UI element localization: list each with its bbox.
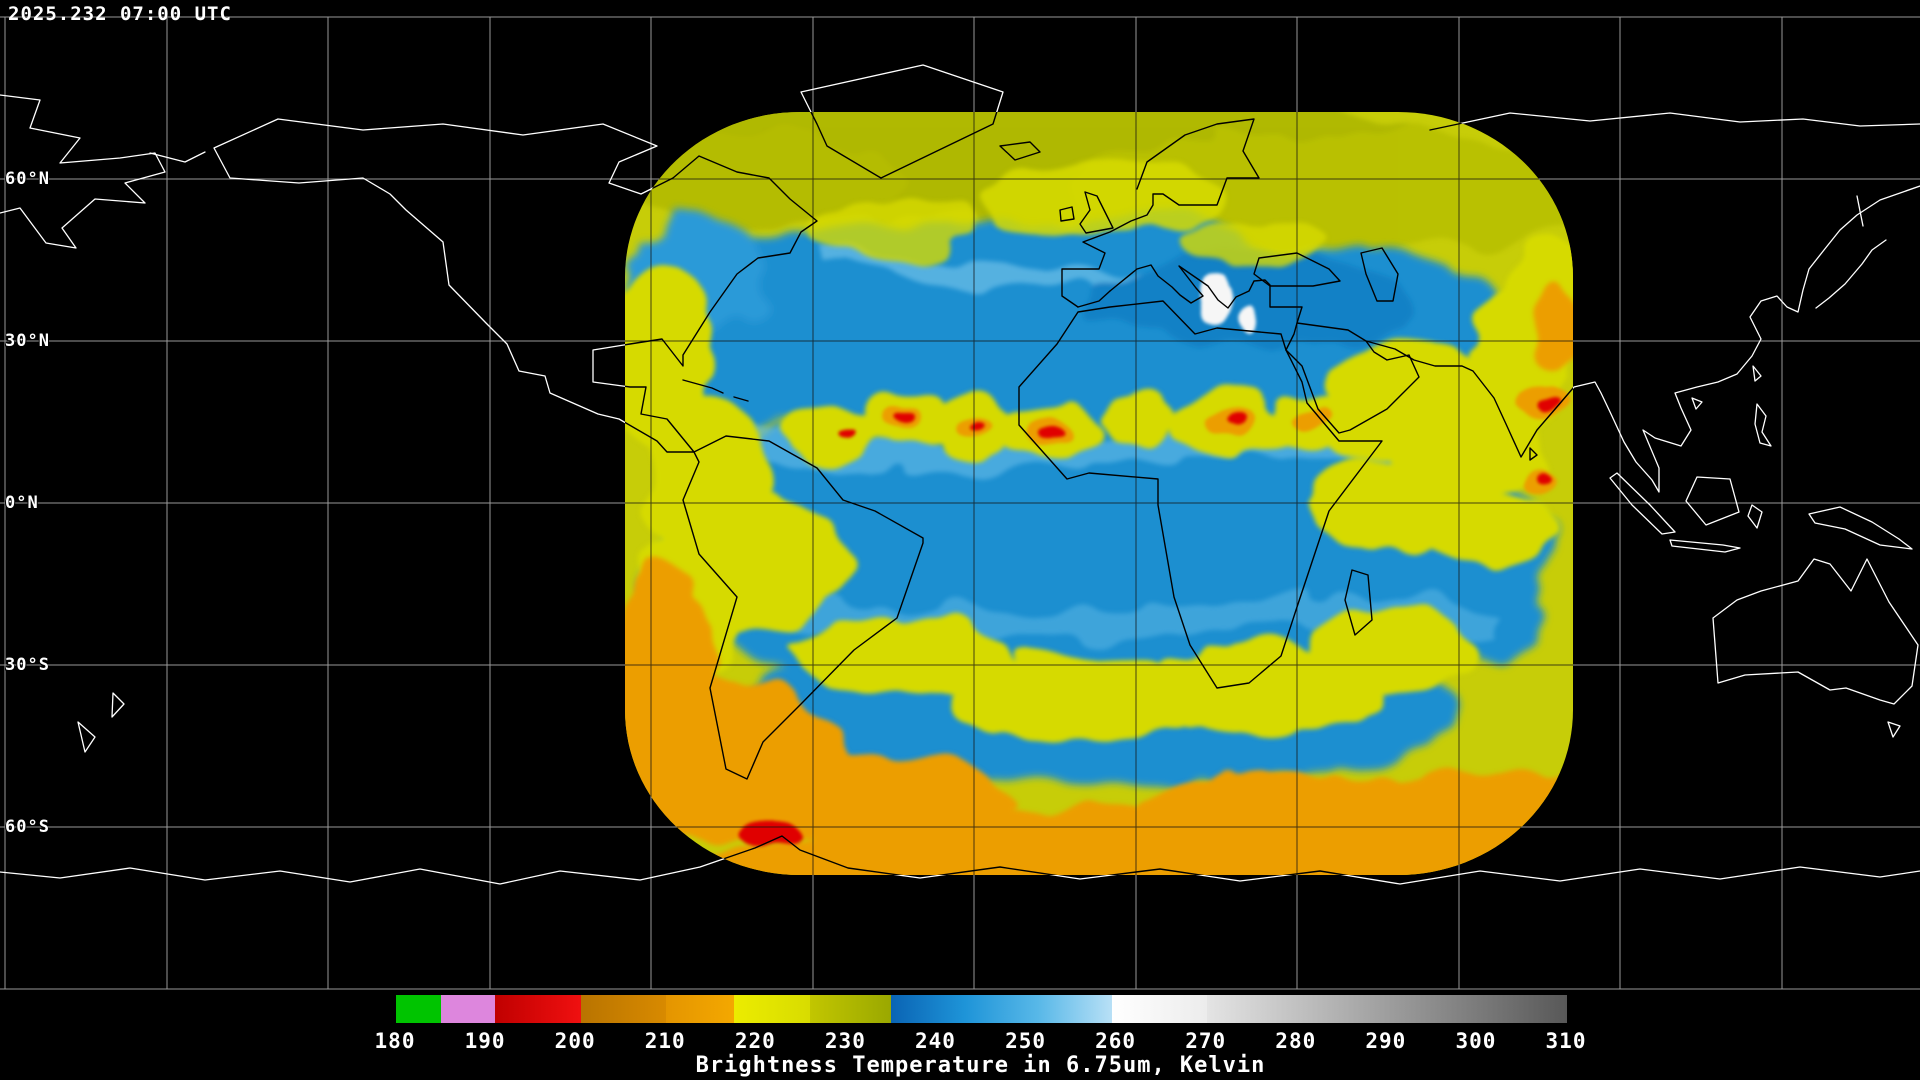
colorbar-tick-310: 310 [1545, 1029, 1587, 1053]
colorbar-segment-violet [441, 995, 496, 1023]
colorbar-tick-240: 240 [914, 1029, 956, 1053]
colorbar-segment-gray [1206, 995, 1567, 1023]
colorbar-tick-280: 280 [1275, 1029, 1317, 1053]
colorbar-title: Brightness Temperature in 6.75um, Kelvin [695, 1053, 1266, 1078]
colorbar-segment-olive [810, 995, 892, 1023]
colorbar: 180 190 200 210 220 230 240 250 260 270 280 290 300 3… [375, 994, 1586, 1078]
colorbar-segment-orange-dark [580, 995, 667, 1023]
colorbar-tick-180: 180 [374, 1029, 416, 1053]
satellite-data-disk [625, 112, 1573, 875]
latitude-label-0n: 0°N [5, 493, 39, 513]
latitude-label-60n: 60°N [5, 169, 50, 189]
colorbar-segment-red [495, 995, 581, 1023]
colorbar-tick-230: 230 [824, 1029, 866, 1053]
colorbar-segment-green [396, 995, 442, 1023]
colorbar-ticks: 180 190 200 210 220 230 240 250 260 270 280 290 300 3… [375, 1029, 1586, 1053]
colorbar-tick-270: 270 [1185, 1029, 1227, 1053]
colorbar-tick-190: 190 [464, 1029, 506, 1053]
latitude-label-30n: 30°N [5, 331, 50, 351]
colorbar-segment-orange [666, 995, 734, 1023]
colorbar-tick-260: 260 [1095, 1029, 1137, 1053]
colorbar-segment-blue [891, 995, 1113, 1023]
colorbar-segment-white [1112, 995, 1207, 1023]
colorbar-tick-210: 210 [644, 1029, 686, 1053]
colorbar-tick-290: 290 [1365, 1029, 1407, 1053]
colorbar-tick-200: 200 [554, 1029, 596, 1053]
colorbar-tick-250: 250 [1005, 1029, 1046, 1053]
colorbar-tick-220: 220 [734, 1029, 776, 1053]
colorbar-swatches [395, 994, 1568, 1024]
timestamp: 2025.232 07:00 UTC [8, 3, 232, 25]
colorbar-tick-300: 300 [1455, 1029, 1497, 1053]
latitude-label-30s: 30°S [5, 655, 50, 675]
colorbar-segment-yellow [733, 995, 811, 1023]
latitude-label-60s: 60°S [5, 817, 50, 837]
